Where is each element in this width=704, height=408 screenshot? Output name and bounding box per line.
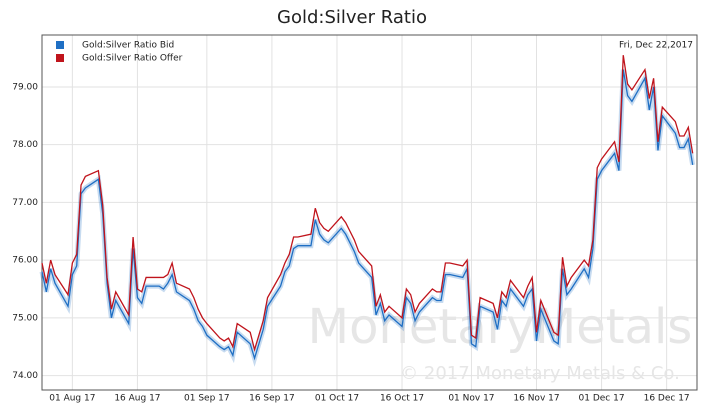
- y-tick-label: 75.00: [12, 313, 38, 323]
- y-tick-label: 78.00: [12, 140, 38, 150]
- x-tick-label: 16 Nov 17: [513, 394, 559, 404]
- y-tick-label: 79.00: [12, 82, 38, 92]
- x-tick-label: 16 Dec 17: [644, 394, 690, 404]
- x-tick-label: 16 Aug 17: [114, 394, 160, 404]
- date-annotation: Fri, Dec 22,2017: [619, 41, 693, 51]
- legend-label: Gold:Silver Ratio Bid: [82, 41, 174, 51]
- y-tick-label: 76.00: [12, 256, 38, 266]
- watermark: © 2017 Monetary Metals & Co.: [400, 363, 680, 384]
- legend-swatch: [56, 41, 64, 49]
- legend-swatch: [56, 54, 64, 62]
- x-tick-label: 01 Dec 17: [579, 394, 625, 404]
- x-tick-label: 01 Nov 17: [448, 394, 494, 404]
- legend-label: Gold:Silver Ratio Offer: [82, 54, 183, 64]
- x-tick-label: 01 Sep 17: [184, 394, 230, 404]
- line: [41, 69, 694, 361]
- line: [41, 55, 694, 353]
- plot-area: [42, 35, 697, 390]
- chart-title: Gold:Silver Ratio: [277, 7, 427, 28]
- plot-border: [41, 34, 698, 391]
- x-tick-label: 01 Oct 17: [315, 394, 359, 404]
- x-tick-label: 16 Oct 17: [380, 394, 424, 404]
- y-tick-label: 77.00: [12, 198, 38, 208]
- x-tick-label: 01 Aug 17: [49, 394, 95, 404]
- y-tick-label: 74.00: [12, 371, 38, 381]
- x-tick-label: 16 Sep 17: [249, 394, 295, 404]
